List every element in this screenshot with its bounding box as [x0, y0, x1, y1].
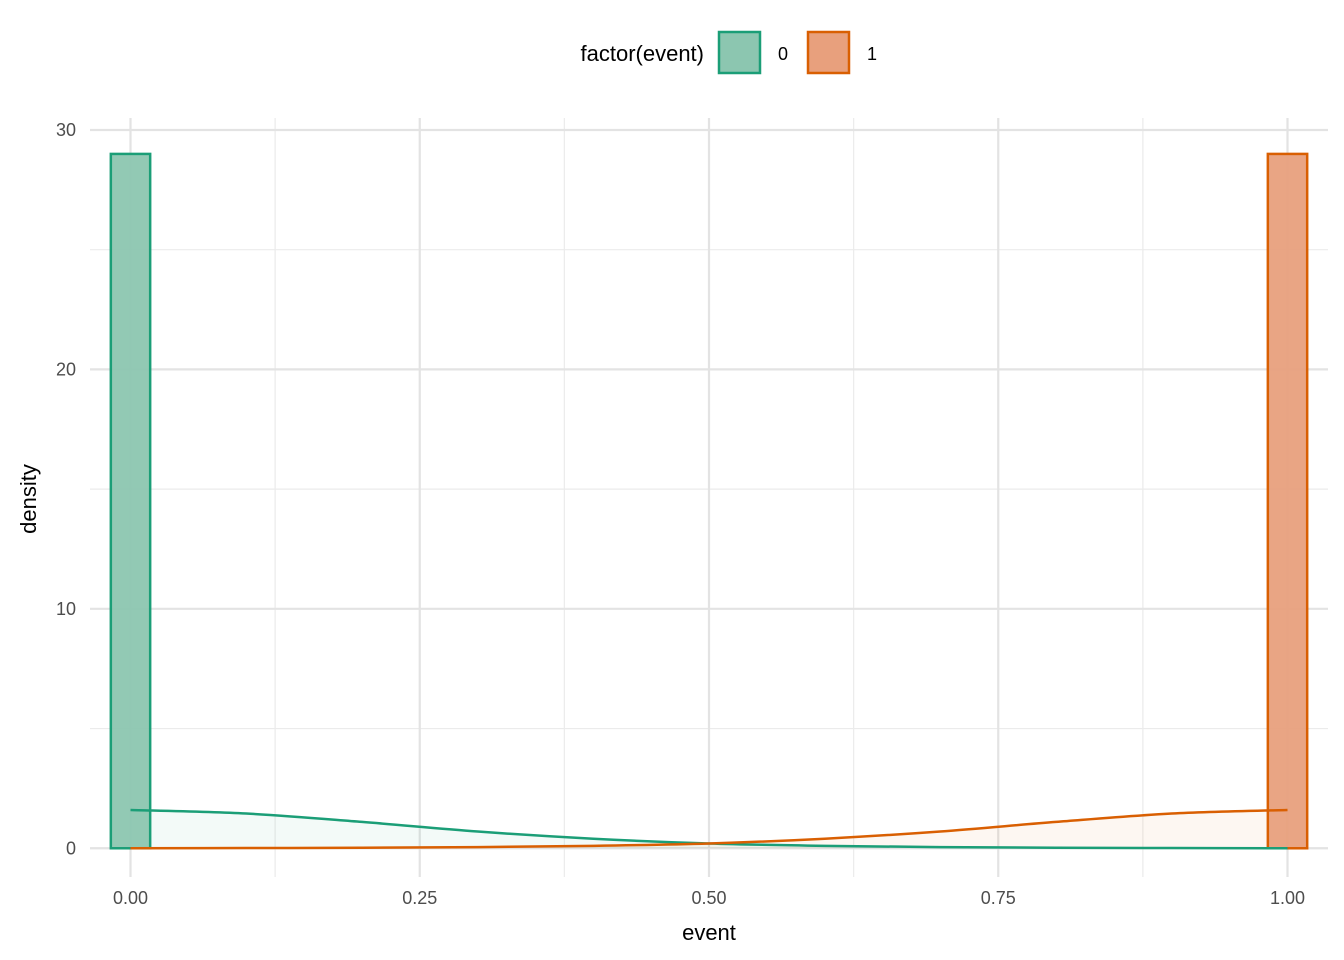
density-areas — [130, 809, 1288, 849]
y-tick-label: 10 — [56, 599, 76, 619]
legend-label-0: 0 — [778, 44, 788, 64]
x-tick-label: 0.25 — [402, 888, 437, 908]
histogram-bars — [109, 152, 1309, 850]
x-tick-label: 0.50 — [691, 888, 726, 908]
y-tick-label: 0 — [66, 838, 76, 858]
y-tick-label: 30 — [56, 120, 76, 140]
density-area-0 — [130, 809, 1288, 849]
x-axis-ticks: 0.00 0.25 0.50 0.75 1.00 — [113, 888, 1305, 908]
x-tick-label: 0.75 — [981, 888, 1016, 908]
legend-key-1 — [806, 30, 851, 75]
density-area-1 — [130, 809, 1288, 849]
x-tick-label: 0.00 — [113, 888, 148, 908]
histogram-bar-1 — [1266, 152, 1309, 850]
x-tick-label: 1.00 — [1270, 888, 1305, 908]
legend-label-1: 1 — [867, 44, 877, 64]
x-axis-title: event — [682, 920, 736, 945]
y-axis-ticks: 0 10 20 30 — [56, 120, 76, 858]
legend-title: factor(event) — [581, 41, 705, 66]
density-lines — [130, 808, 1288, 850]
y-axis-title: density — [16, 464, 41, 534]
legend: factor(event) 0 1 — [581, 30, 877, 75]
density-line-1 — [130, 808, 1288, 850]
legend-key-0 — [717, 30, 762, 75]
y-tick-label: 20 — [56, 359, 76, 379]
histogram-bar-0 — [109, 152, 152, 850]
